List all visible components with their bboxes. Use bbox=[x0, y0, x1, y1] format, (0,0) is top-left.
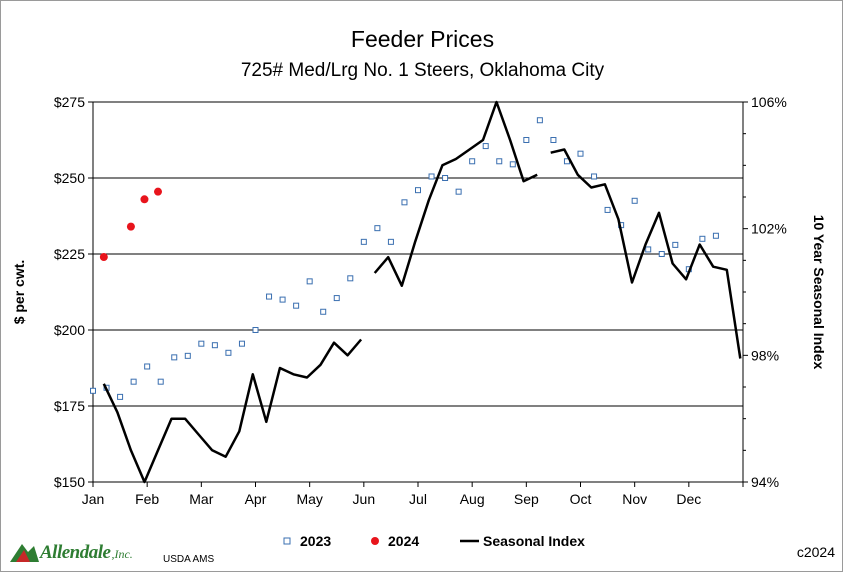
data-point-2024 bbox=[140, 195, 149, 204]
logo-suffix: ,Inc. bbox=[111, 547, 133, 561]
data-point-2023 bbox=[442, 175, 449, 181]
allendale-logo-mark-icon bbox=[10, 544, 39, 562]
data-point-2023 bbox=[347, 275, 354, 282]
data-point-2023 bbox=[604, 206, 611, 213]
data-point-2023 bbox=[320, 308, 327, 315]
copyright-label: c2024 bbox=[796, 544, 835, 560]
legend-item-seasonal: Seasonal Index bbox=[459, 533, 585, 549]
data-point-2023 bbox=[415, 187, 421, 194]
x-tick-label: Oct bbox=[570, 491, 592, 507]
data-point-2024 bbox=[154, 187, 162, 196]
y-right-axis-label: 10 Year Seasonal Index bbox=[811, 215, 827, 370]
legend-line-icon bbox=[460, 539, 479, 543]
legend-label-2024: 2024 bbox=[388, 533, 420, 549]
allendale-logo: Allendale ,Inc. bbox=[8, 540, 133, 564]
legend-circle-marker-icon bbox=[371, 537, 379, 545]
data-point-2023 bbox=[266, 293, 273, 300]
legend-label-2023: 2023 bbox=[300, 533, 332, 549]
seasonal-index-line bbox=[550, 148, 742, 359]
data-point-2023 bbox=[238, 340, 245, 347]
data-point-2023 bbox=[496, 158, 503, 165]
y-left-tick-label: $150 bbox=[54, 474, 85, 490]
data-point-2023 bbox=[712, 232, 719, 239]
data-point-2023 bbox=[279, 296, 286, 303]
y-left-tick-label: $200 bbox=[54, 322, 85, 338]
x-tick-label: Nov bbox=[622, 491, 647, 507]
data-point-2023 bbox=[225, 349, 232, 356]
y-left-tick-label: $175 bbox=[54, 398, 85, 414]
x-tick-label: Jan bbox=[82, 491, 105, 507]
chart-title: Feeder Prices bbox=[350, 26, 495, 52]
legend-square-marker-icon bbox=[283, 537, 291, 545]
x-tick-label: Feb bbox=[135, 491, 159, 507]
data-point-2023 bbox=[591, 173, 598, 180]
y-right-tick-label: 98% bbox=[751, 347, 779, 363]
x-tick-label: Aug bbox=[460, 491, 485, 507]
data-point-2023 bbox=[306, 278, 313, 285]
data-point-2023 bbox=[672, 241, 679, 248]
data-point-2023 bbox=[401, 199, 408, 206]
data-point-2023 bbox=[631, 197, 638, 204]
data-point-2023 bbox=[117, 393, 124, 400]
y-left-axis-label: $ per cwt. bbox=[11, 260, 27, 325]
y-left-tick-label: $275 bbox=[54, 94, 85, 110]
data-point-2023 bbox=[211, 342, 218, 349]
x-tick-label: Apr bbox=[245, 491, 267, 507]
y-right-tick-label: 102% bbox=[751, 221, 787, 237]
data-point-2023 bbox=[198, 340, 205, 347]
source-label: USDA AMS bbox=[163, 554, 215, 565]
legend-item-2024: 2024 bbox=[370, 533, 419, 549]
legend-label-seasonal: Seasonal Index bbox=[483, 533, 585, 549]
data-point-2023 bbox=[333, 295, 340, 302]
data-point-2023 bbox=[374, 225, 381, 232]
data-point-2023 bbox=[252, 327, 259, 333]
data-point-2023 bbox=[699, 235, 706, 242]
data-point-2023 bbox=[482, 143, 489, 150]
chart-subtitle: 725# Med/Lrg No. 1 Steers, Oklahoma City bbox=[240, 60, 605, 81]
data-point-2023 bbox=[645, 246, 652, 253]
data-point-2023 bbox=[428, 173, 435, 180]
data-point-2023 bbox=[658, 251, 665, 257]
data-point-2023 bbox=[509, 161, 516, 168]
data-point-2023 bbox=[130, 378, 137, 385]
x-tick-label: Sep bbox=[514, 491, 539, 507]
data-point-2023 bbox=[387, 238, 394, 245]
data-point-2023 bbox=[550, 137, 557, 143]
y-left-tick-label: $225 bbox=[54, 246, 85, 262]
data-point-2023 bbox=[157, 378, 164, 385]
y-right-tick-label: 94% bbox=[751, 474, 779, 490]
y-right-tick-label: 106% bbox=[751, 94, 787, 110]
x-tick-label: Jun bbox=[353, 491, 376, 507]
y-left-tick-label: $250 bbox=[54, 170, 85, 186]
data-point-2023 bbox=[144, 363, 151, 370]
data-point-2023 bbox=[577, 150, 584, 157]
x-tick-label: Dec bbox=[676, 491, 701, 507]
x-tick-label: Jul bbox=[409, 491, 427, 507]
logo-text: Allendale bbox=[40, 542, 111, 563]
data-point-2023 bbox=[523, 137, 530, 143]
data-point-2023 bbox=[90, 387, 96, 394]
seasonal-index-line bbox=[102, 338, 363, 484]
data-point-2023 bbox=[184, 352, 191, 359]
legend-item-2023: 2023 bbox=[282, 533, 331, 549]
data-point-2023 bbox=[536, 117, 543, 124]
data-point-2024 bbox=[99, 253, 108, 262]
data-point-2023 bbox=[455, 188, 462, 195]
data-point-2024 bbox=[126, 222, 135, 231]
data-point-2023 bbox=[171, 354, 178, 361]
x-tick-label: Mar bbox=[189, 491, 213, 507]
x-tick-label: May bbox=[296, 491, 322, 507]
seasonal-index-line bbox=[373, 100, 538, 287]
data-point-2023 bbox=[360, 238, 367, 245]
data-point-2023 bbox=[293, 302, 300, 309]
data-point-2023 bbox=[469, 158, 476, 165]
